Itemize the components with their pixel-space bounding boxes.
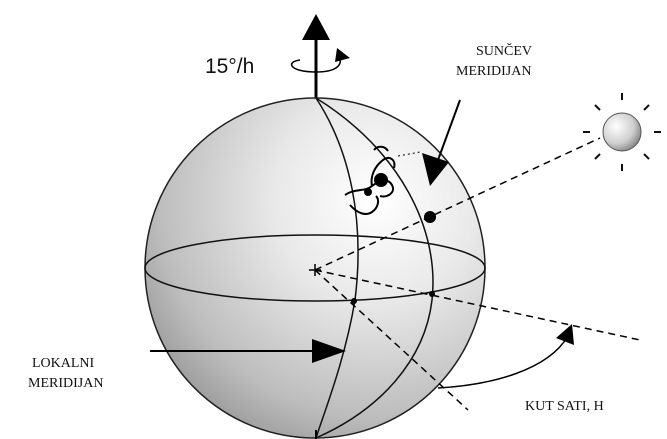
- rotation-rate-label: 15°/h: [205, 55, 254, 78]
- constellation-dashes: [397, 151, 421, 157]
- equator-direction-line: [314, 269, 641, 341]
- local-meridian-label-line1: LOKALNI: [32, 356, 95, 371]
- hour-angle-reference-line: [314, 269, 469, 411]
- sun-icon: [583, 93, 661, 171]
- sun-direction-line: [314, 137, 601, 271]
- sun-meridian-pointer-shaft: [437, 99, 461, 161]
- local-meridian-equator-point: [351, 298, 357, 304]
- sun-meridian-label-line2: MERIDIJAN: [456, 64, 531, 79]
- axis-arrowhead: [302, 14, 330, 40]
- rotation-arrow: [290, 57, 342, 73]
- hour-angle-label: KUT SATI, H: [525, 399, 604, 414]
- hour-angle-arrowhead: [556, 324, 574, 345]
- local-meridian-pointer-head: [312, 339, 346, 363]
- sun-meridian: [315, 97, 434, 439]
- sun-meridian-pointer-head: [422, 153, 449, 186]
- sun-meridian-equator-point: [429, 291, 435, 297]
- constellation-figure: [344, 145, 396, 215]
- hour-angle-arc: [437, 335, 569, 389]
- sun-meridian-label-line1: SUNČEV: [476, 42, 532, 59]
- local-meridian-label-line2: MERIDIJAN: [28, 376, 103, 391]
- rotation-arrowhead: [335, 48, 350, 62]
- celestial-equator: [144, 234, 486, 302]
